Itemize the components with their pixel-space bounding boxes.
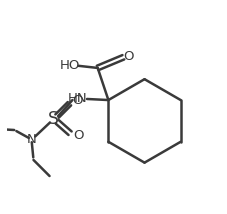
Text: O: O	[72, 94, 83, 107]
Text: S: S	[48, 110, 59, 128]
Text: N: N	[27, 133, 36, 146]
Text: HN: HN	[68, 92, 87, 106]
Text: HO: HO	[60, 59, 80, 72]
Text: O: O	[73, 129, 84, 142]
Text: O: O	[123, 50, 134, 63]
